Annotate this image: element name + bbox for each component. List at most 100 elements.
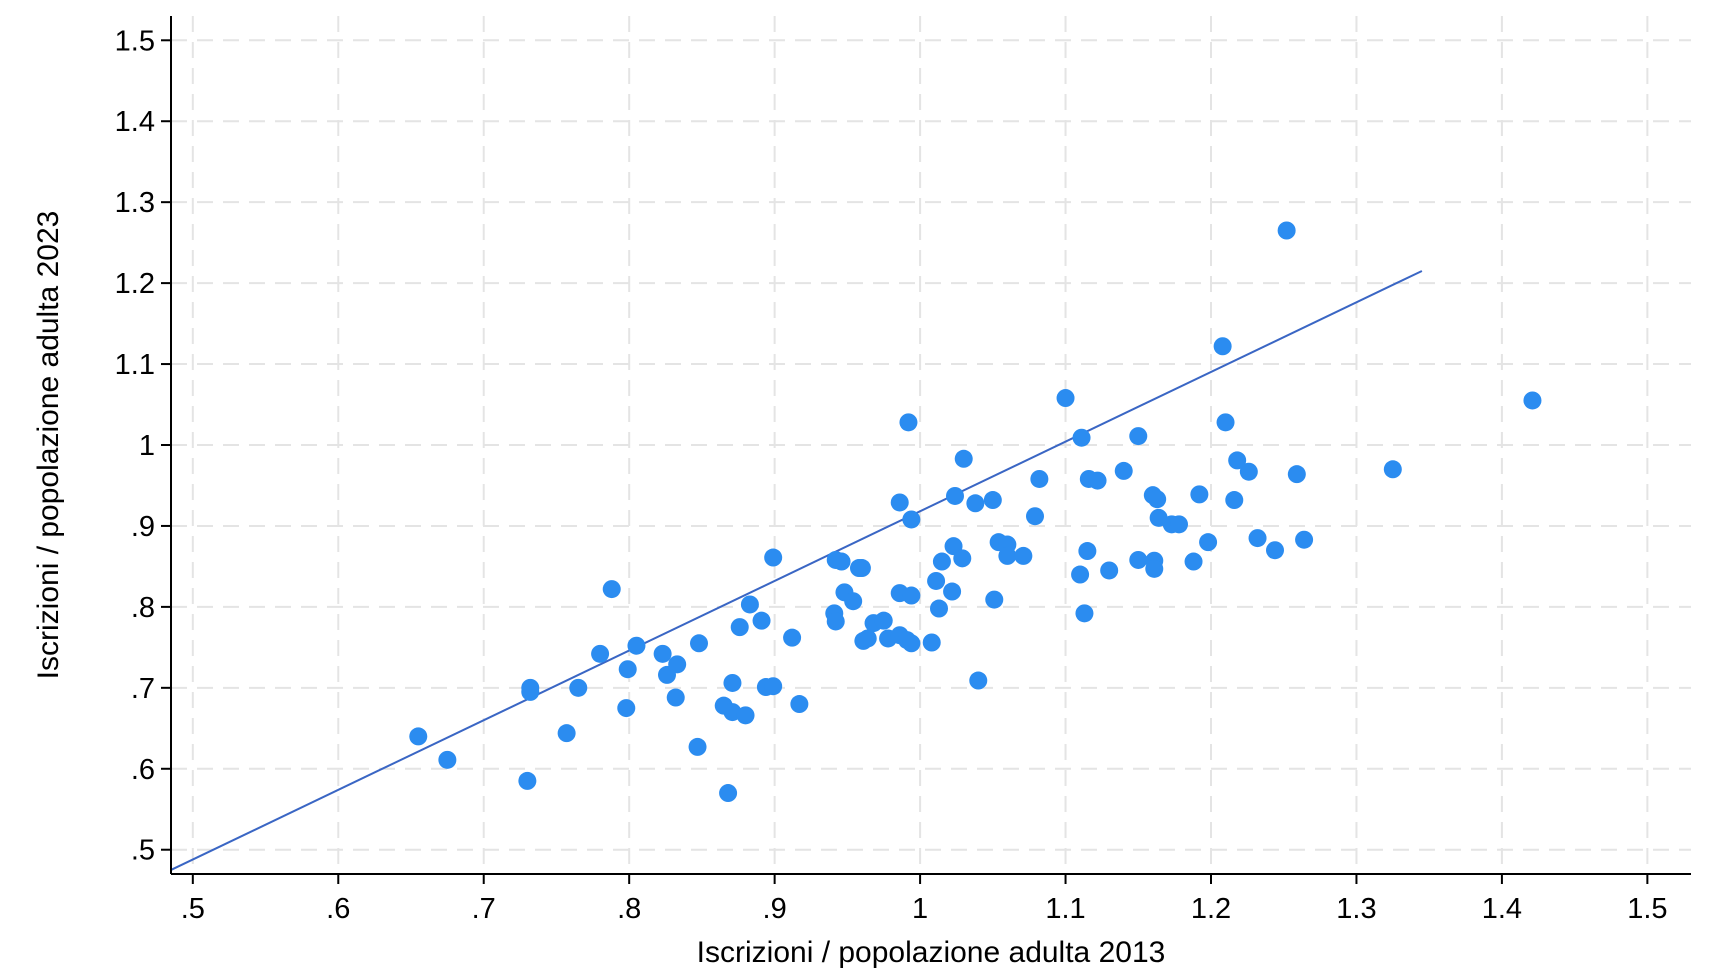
x-tick-label: 1.4 [1482, 893, 1522, 925]
data-point [1078, 542, 1097, 561]
data-point [943, 582, 962, 601]
x-tick-label: .5 [181, 893, 205, 925]
x-tick-label: 1.3 [1336, 893, 1376, 925]
data-point [946, 486, 964, 505]
data-point [783, 628, 802, 647]
data-point [1026, 507, 1044, 526]
y-tick-label: 1.4 [115, 106, 155, 138]
y-tick-label: 1 [139, 430, 155, 462]
data-point [1088, 471, 1107, 490]
y-tick-label: 1.1 [115, 349, 155, 381]
data-point [899, 413, 918, 432]
data-point [902, 634, 921, 653]
data-point [1213, 337, 1232, 356]
data-point [902, 586, 921, 605]
data-point [1114, 461, 1133, 480]
data-point [1071, 565, 1090, 584]
x-tick-label: 1 [912, 893, 928, 925]
data-point [953, 549, 972, 568]
data-point [1228, 451, 1247, 470]
data-point [1184, 552, 1203, 571]
data-point [521, 678, 540, 697]
axes-layer: .5 .6 .7 .8 .9 1 1.1 1.2 1.3 1.4 1.5 .5 .6 .7 .8 .9 1 1.1… [115, 16, 1691, 925]
data-point [1129, 427, 1148, 446]
data-point [1145, 559, 1164, 578]
data-point [1072, 428, 1091, 447]
data-point [1030, 469, 1049, 488]
data-point [1014, 546, 1033, 565]
data-point [890, 493, 909, 512]
data-point [922, 633, 941, 652]
data-point [730, 618, 749, 637]
x-tick-label: .7 [472, 893, 496, 925]
data-point [1100, 561, 1119, 580]
x-tick-label: .9 [763, 893, 787, 925]
data-point [1056, 389, 1075, 408]
x-tick-label: .8 [617, 893, 641, 925]
x-tick-label: 1.2 [1191, 893, 1231, 925]
data-point [569, 678, 588, 697]
data-point [752, 611, 771, 630]
data-point [932, 552, 951, 571]
data-point [954, 449, 973, 468]
data-point [438, 750, 457, 769]
data-point [790, 695, 809, 714]
data-point [617, 699, 636, 718]
data-point [983, 491, 1002, 510]
data-point [719, 784, 738, 803]
x-tick-label: .6 [326, 893, 350, 925]
data-point [832, 552, 851, 571]
data-point [902, 510, 921, 529]
data-point [627, 636, 646, 655]
data-point [1075, 604, 1094, 623]
data-point [688, 737, 707, 756]
reference-line [170, 270, 1423, 871]
data-point [826, 612, 845, 631]
data-point [966, 494, 985, 513]
data-point [927, 571, 946, 590]
y-tick-label: 1.2 [115, 268, 155, 300]
data-point [668, 655, 687, 674]
y-tick-label: .9 [131, 511, 155, 543]
data-point [764, 548, 783, 567]
data-point [557, 724, 576, 743]
data-point [874, 611, 893, 630]
data-point [1287, 465, 1306, 484]
data-point [653, 644, 672, 663]
x-axis-title: Iscrizioni / popolazione adulta 2013 [697, 936, 1166, 969]
data-point [736, 706, 755, 725]
data-point [1295, 530, 1314, 549]
data-point [1190, 485, 1209, 504]
y-tick-label: 1.3 [115, 187, 155, 219]
y-tick-label: .6 [131, 754, 155, 786]
data-point [690, 634, 708, 653]
data-point [666, 688, 685, 707]
data-point [1523, 391, 1542, 410]
y-axis-title: Iscrizioni / popolazione adulta 2023 [32, 211, 65, 680]
data-point [1170, 515, 1188, 534]
points-layer [409, 221, 1542, 803]
data-point [764, 677, 783, 696]
data-point [1225, 491, 1244, 510]
data-point [930, 599, 948, 618]
data-point [723, 673, 742, 692]
y-tick-label: 1.5 [115, 25, 155, 57]
data-point [1266, 541, 1284, 560]
data-point [858, 629, 877, 648]
x-tick-label: 1.5 [1627, 893, 1667, 925]
data-point [1148, 490, 1167, 509]
data-point [1248, 529, 1267, 548]
x-tick-label: 1.1 [1045, 893, 1085, 925]
grid-layer [171, 16, 1691, 874]
y-tick-label: .7 [131, 673, 155, 705]
data-point [852, 559, 871, 578]
data-point [998, 546, 1017, 565]
data-point [1383, 460, 1402, 479]
data-point [1216, 413, 1235, 432]
data-point [1199, 533, 1218, 552]
data-point [409, 727, 428, 746]
data-point [518, 771, 537, 790]
data-point [591, 644, 610, 663]
y-tick-label: .8 [131, 592, 155, 624]
